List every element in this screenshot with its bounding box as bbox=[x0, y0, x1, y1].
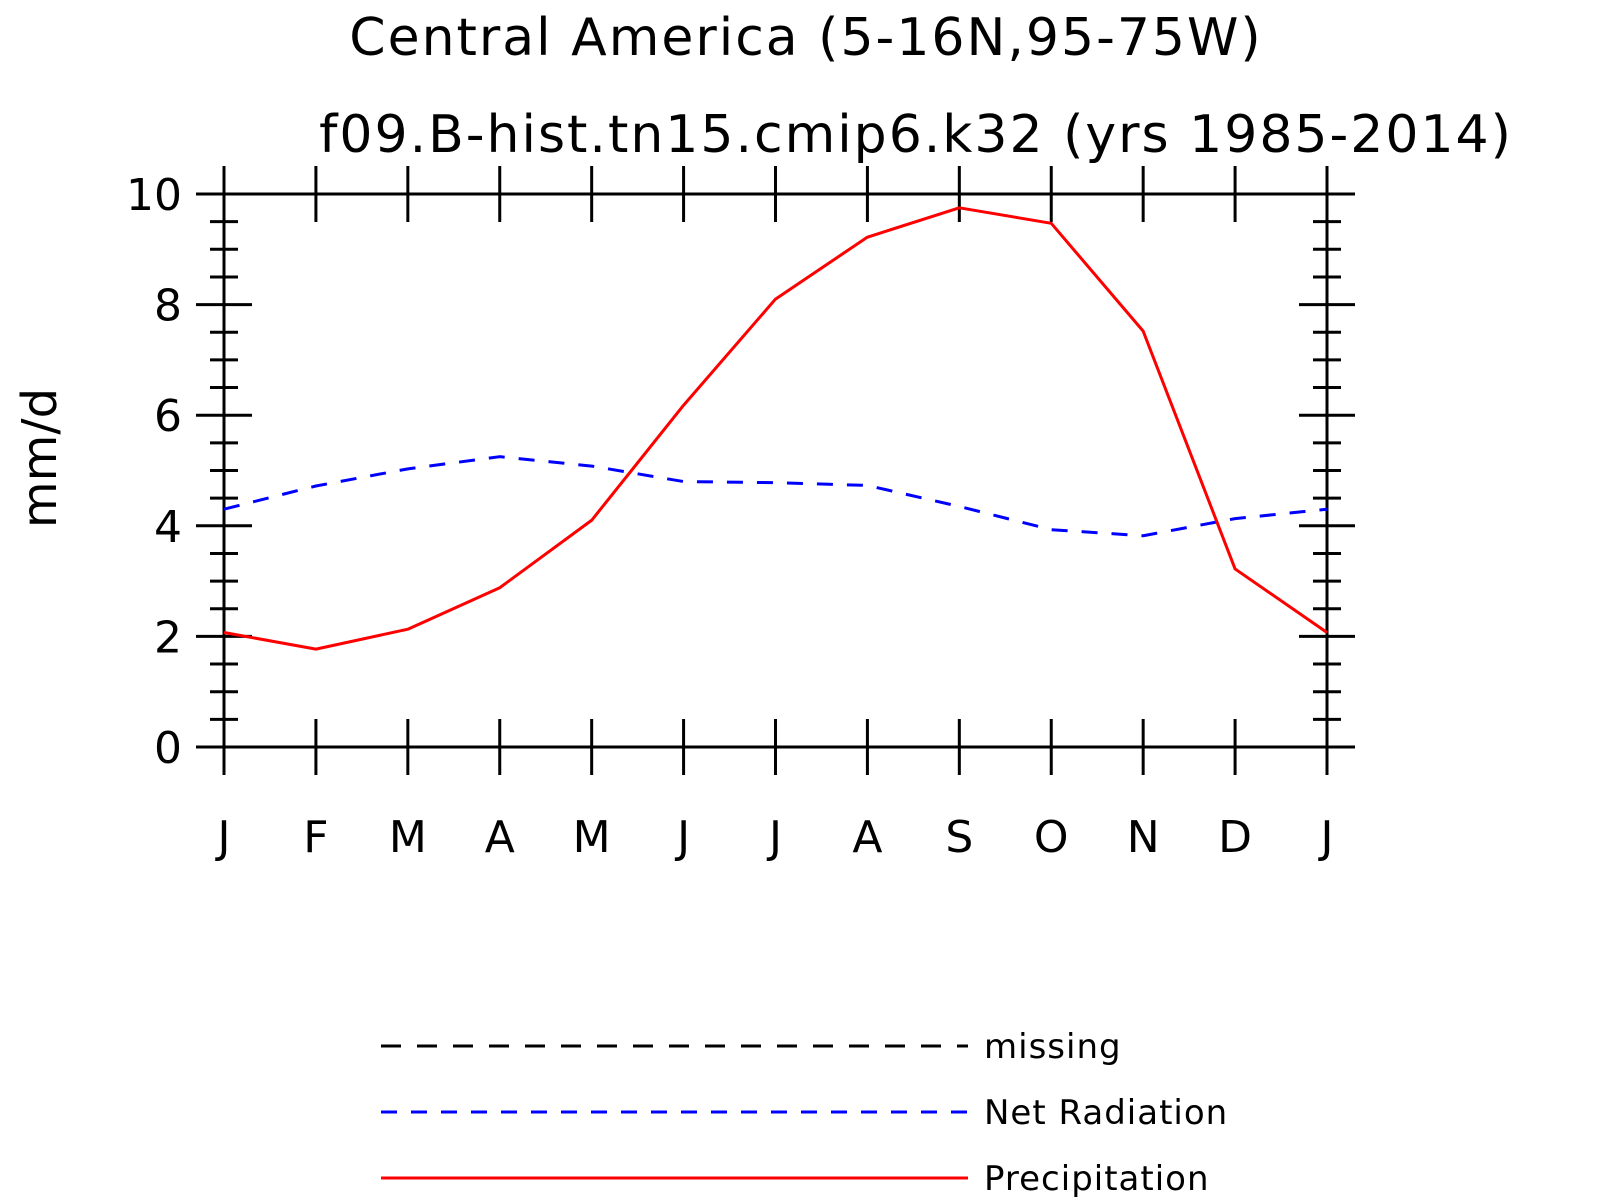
x-tick-label: N bbox=[1127, 812, 1160, 863]
chart-subtitle: f09.B-hist.tn15.cmip6.k32 (yrs 1985-2014… bbox=[319, 105, 1513, 165]
y-axis-label: mm/d bbox=[12, 388, 68, 528]
x-tick-label: A bbox=[485, 812, 515, 863]
x-tick-label: J bbox=[215, 812, 231, 863]
y-tick-label: 8 bbox=[154, 281, 182, 332]
y-tick-label: 10 bbox=[126, 170, 182, 221]
x-tick-label: D bbox=[1218, 812, 1252, 863]
series-line-net-radiation bbox=[223, 455, 1328, 538]
x-tick-label: M bbox=[573, 812, 611, 863]
x-tick-label: J bbox=[674, 812, 690, 863]
plot-area: 0 2 4 6 8 10 J F M A M J J A S O N D J bbox=[126, 166, 1355, 863]
x-tick-label: J bbox=[766, 812, 782, 863]
y-tick-label: 4 bbox=[154, 502, 182, 553]
plot-frame bbox=[222, 192, 1329, 749]
x-tick-label: A bbox=[852, 812, 882, 863]
x-tick-label: O bbox=[1034, 812, 1069, 863]
x-tick-label: M bbox=[389, 812, 427, 863]
y-tick-label: 6 bbox=[154, 391, 182, 442]
chart-title: Central America (5-16N,95-75W) bbox=[349, 8, 1262, 68]
legend-label-net-radiation: Net Radiation bbox=[984, 1093, 1228, 1133]
legend-label-missing: missing bbox=[984, 1027, 1122, 1067]
x-tick-label: J bbox=[1318, 812, 1334, 863]
legend-label-precipitation: Precipitation bbox=[984, 1159, 1210, 1199]
x-tick-label: S bbox=[945, 812, 973, 863]
legend: missing Net Radiation Precipitation bbox=[381, 1027, 1228, 1199]
series-line-precipitation bbox=[223, 206, 1328, 651]
y-tick-label: 0 bbox=[154, 723, 182, 774]
y-tick-label: 2 bbox=[154, 612, 182, 663]
x-tick-label: F bbox=[303, 812, 328, 863]
